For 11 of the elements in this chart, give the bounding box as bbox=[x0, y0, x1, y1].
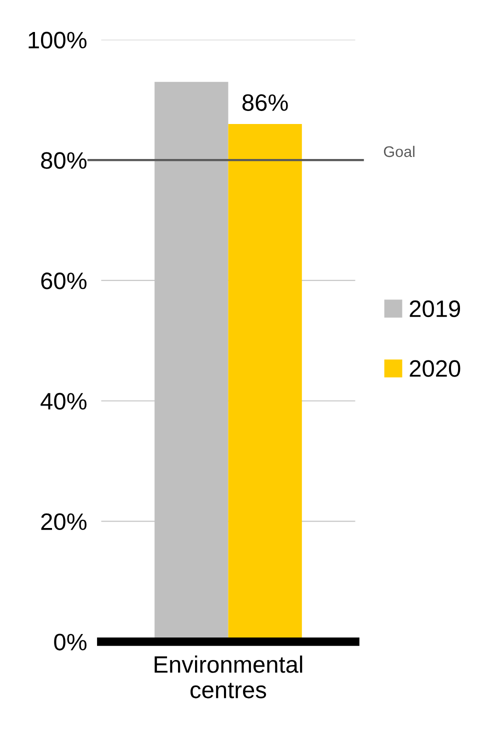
y-tick-label: 80% bbox=[41, 152, 86, 169]
legend-label: 2020 bbox=[410, 360, 460, 377]
legend-label: 2019 bbox=[410, 300, 460, 318]
y-tick-label: 20% bbox=[41, 513, 86, 530]
y-tick-label: 0% bbox=[54, 634, 86, 650]
ref-line-label: Goal bbox=[384, 146, 414, 158]
y-tick-label: 40% bbox=[40, 392, 86, 410]
y-tick-label: 60% bbox=[41, 272, 86, 290]
data-label: 86% bbox=[242, 94, 288, 111]
y-tick-label: 100% bbox=[28, 32, 86, 48]
x-tick-label: Environmental centres bbox=[154, 656, 302, 698]
